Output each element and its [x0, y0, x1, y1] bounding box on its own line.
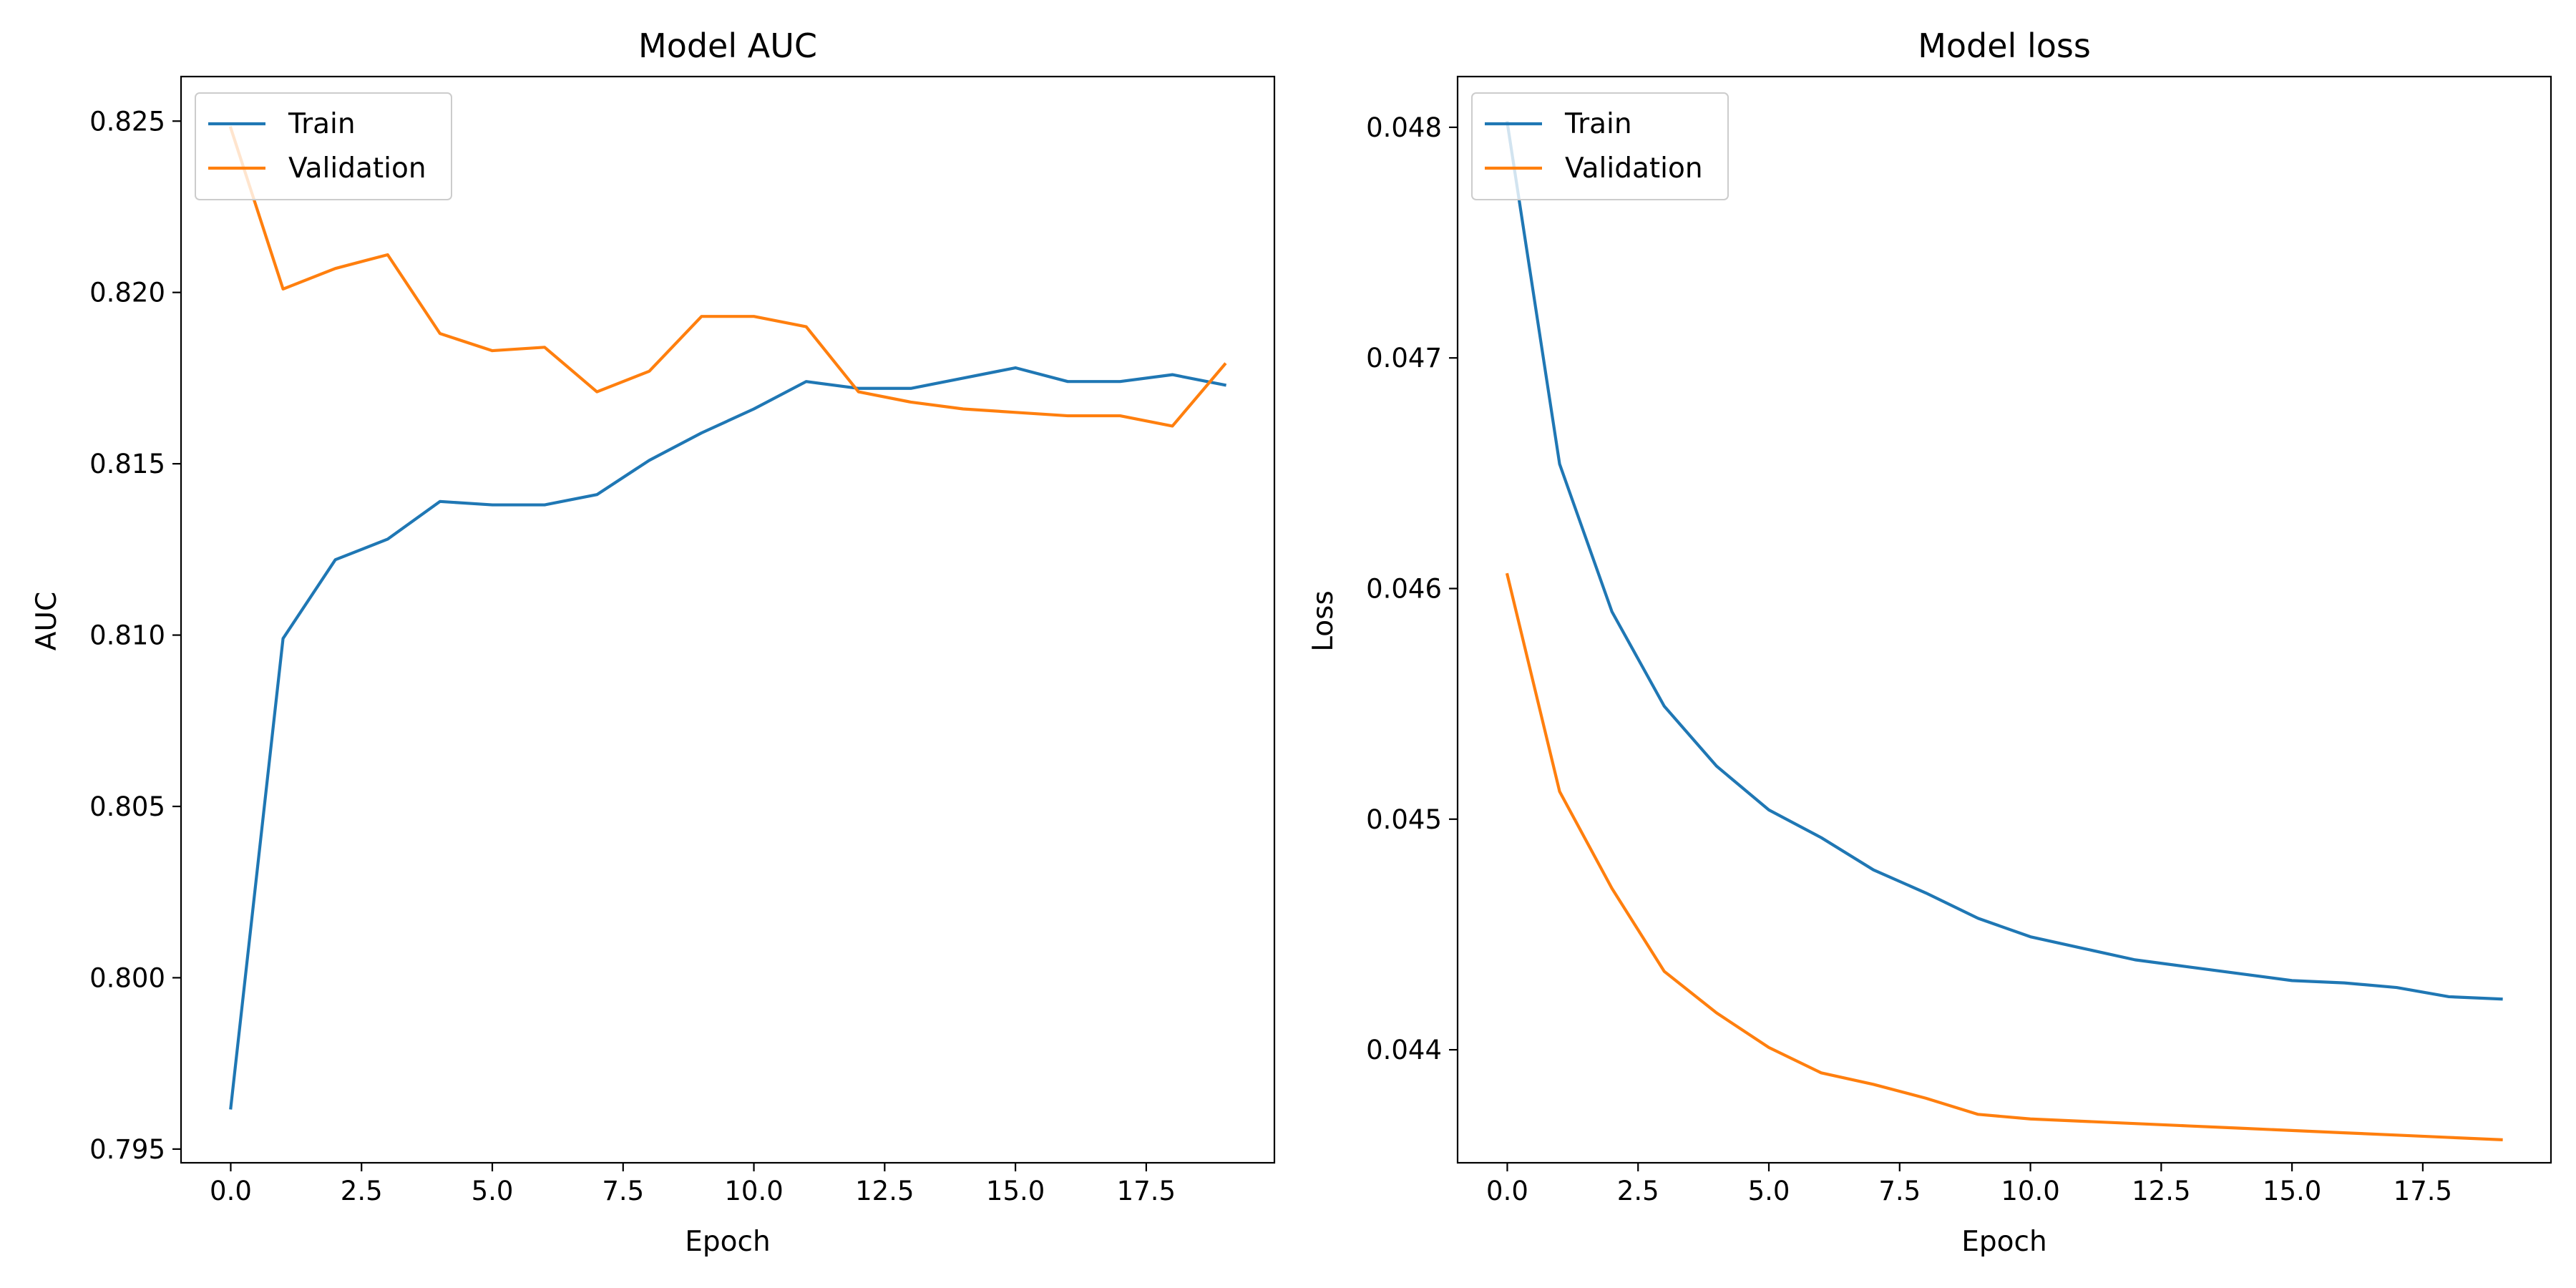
loss-y-tick-label: 0.048	[1366, 112, 1442, 143]
loss-x-tick-label: 0.0	[1486, 1176, 1528, 1206]
loss-legend-box	[1471, 92, 1729, 200]
auc-plot-area: 0.0 2.5 5.0 7.5 10.0 12.5 15.0 17.5 0.795 0.800 0.…	[89, 75, 1276, 1206]
auc-series-line-validation	[228, 126, 1227, 428]
auc-chart-ylabel: AUC	[31, 592, 63, 650]
auc-x-tick-label: 17.5	[1117, 1176, 1176, 1206]
loss-x-tick-label: 17.5	[2394, 1176, 2452, 1206]
loss-axes-frame	[1456, 75, 2552, 1164]
loss-x-tick-label: 10.0	[2001, 1176, 2059, 1206]
auc-x-tick-label: 15.0	[986, 1176, 1045, 1206]
loss-x-tick-label: 15.0	[2263, 1176, 2321, 1206]
auc-chart: Model AUC Epoch AUC 0.0 2.5 5.0 7.5 10.0 12.5…	[31, 26, 1276, 1258]
loss-x-tick-label: 12.5	[2132, 1176, 2190, 1206]
auc-y-tick-label: 0.805	[89, 791, 165, 822]
loss-y-tick-label: 0.046	[1366, 573, 1442, 604]
loss-x-tick-label: 5.0	[1748, 1176, 1790, 1206]
auc-legend-label-train: Train	[288, 108, 356, 140]
loss-series-line-validation	[1505, 572, 2503, 1141]
loss-y-tick-label: 0.047	[1366, 343, 1442, 374]
loss-plot-area: 0.0 2.5 5.0 7.5 10.0 12.5 15.0 17.5 0.044 0.045 0.…	[1366, 75, 2552, 1206]
auc-y-tick-label: 0.800	[89, 962, 165, 993]
auc-x-tick-label: 7.5	[602, 1176, 644, 1206]
auc-axes-frame	[180, 75, 1276, 1164]
loss-chart: Model loss Epoch Loss 0.0 2.5 5.0 7.5 10.0 12…	[1307, 26, 2552, 1258]
auc-legend: Train Validation	[195, 92, 452, 200]
auc-y-tick-label: 0.815	[89, 449, 165, 479]
auc-legend-label-validation: Validation	[288, 152, 426, 185]
auc-series-line-train	[229, 366, 1227, 1110]
loss-y-tick-label: 0.044	[1366, 1035, 1442, 1065]
loss-legend-label-train: Train	[1564, 108, 1632, 140]
auc-y-tick-label: 0.825	[89, 106, 165, 137]
auc-y-tick-label: 0.820	[89, 278, 165, 308]
auc-x-tick-label: 0.0	[210, 1176, 252, 1206]
loss-chart-ylabel: Loss	[1307, 590, 1340, 652]
auc-legend-box	[195, 92, 452, 200]
auc-x-tick-label: 2.5	[341, 1176, 383, 1206]
auc-y-tick-label: 0.810	[89, 620, 165, 651]
loss-chart-title: Model loss	[1918, 26, 2091, 65]
loss-x-tick-label: 7.5	[1878, 1176, 1921, 1206]
loss-series-line-train	[1506, 121, 2503, 1001]
loss-legend-label-validation: Validation	[1565, 152, 1703, 185]
auc-chart-xlabel: Epoch	[685, 1226, 770, 1258]
loss-chart-xlabel: Epoch	[1961, 1226, 2046, 1258]
auc-x-tick-label: 5.0	[472, 1176, 514, 1206]
auc-x-tick-label: 10.0	[724, 1176, 783, 1206]
auc-chart-title: Model AUC	[638, 26, 817, 65]
auc-y-tick-label: 0.795	[89, 1134, 165, 1165]
loss-y-tick-label: 0.045	[1366, 804, 1442, 835]
auc-x-tick-label: 12.5	[855, 1176, 914, 1206]
loss-legend: Train Validation	[1471, 92, 1729, 200]
loss-x-tick-label: 2.5	[1617, 1176, 1659, 1206]
